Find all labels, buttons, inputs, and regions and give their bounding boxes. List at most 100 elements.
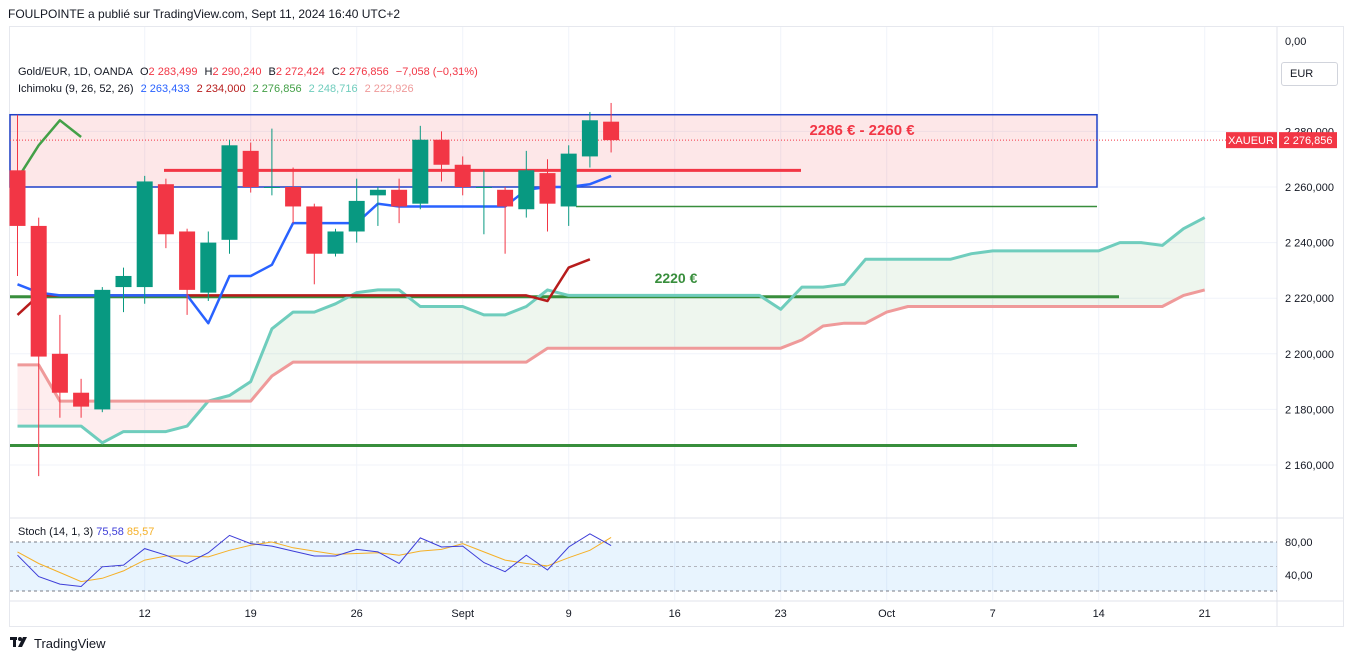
cloud-segment	[865, 259, 887, 324]
high-label: H	[204, 66, 213, 78]
cloud-segment	[568, 295, 590, 349]
cloud-segment	[165, 401, 188, 432]
cloud-segment	[780, 287, 802, 349]
cloud-segment	[420, 306, 442, 363]
candle-body	[518, 170, 535, 210]
cloud-segment	[271, 312, 294, 377]
cloud-segment	[1035, 250, 1057, 307]
cloud-segment	[992, 250, 1014, 307]
low-label: B	[268, 66, 276, 78]
cloud-segment	[1013, 250, 1036, 307]
price-tick-label: 2 260,000	[1285, 182, 1334, 194]
candle-body	[157, 184, 174, 235]
price-tick-label: 2 240,000	[1285, 238, 1334, 250]
time-tick-label: 9	[566, 608, 572, 620]
close-label: C	[331, 66, 340, 78]
close-value: 2 276,856	[339, 66, 389, 78]
tradingview-brand: TradingView	[34, 636, 106, 651]
candle-body	[454, 164, 471, 187]
cloud-segment	[611, 295, 633, 349]
time-tick-label: 26	[351, 608, 363, 620]
cloud-segment	[801, 287, 824, 340]
cloud-segment	[335, 292, 357, 363]
candle-body	[115, 275, 132, 288]
open-label: O	[139, 66, 149, 78]
cloud-segment	[738, 295, 760, 349]
level-annotation: 2220 €	[655, 270, 698, 286]
cloud-segment	[483, 314, 506, 363]
low-value: 2 272,424	[275, 66, 325, 78]
time-tick-label: Oct	[878, 608, 895, 620]
open-value: 2 283,499	[148, 66, 198, 78]
cloud-segment	[717, 295, 739, 349]
cloud-segment	[314, 303, 336, 363]
price-top-label: 0,00	[1285, 36, 1306, 48]
cloud-segment	[950, 253, 972, 307]
last-price-tag-box	[1279, 132, 1337, 149]
candle-body	[221, 145, 238, 240]
cloud-segment	[759, 295, 781, 349]
candle-body	[263, 187, 280, 188]
symbol-name: Gold/EUR, 1D, OANDA	[18, 66, 133, 78]
ichimoku-lagging-value: 2 276,856	[252, 83, 302, 95]
symbol-tag-box	[1226, 132, 1277, 149]
candle-body	[369, 189, 386, 196]
ichimoku-legend: Ichimoku (9, 26, 52, 26) 2 263,433 2 234…	[18, 83, 418, 95]
candle-body	[200, 242, 217, 293]
ichimoku-name: Ichimoku (9, 26, 52, 26)	[18, 83, 134, 95]
time-tick-label: 12	[139, 608, 151, 620]
candle-body	[306, 206, 323, 254]
cloud-segment	[38, 364, 60, 427]
cloud-segment	[695, 295, 718, 349]
lagging-span	[16, 119, 82, 180]
annotations: 2286 € - 2260 € 2220 €	[655, 122, 916, 286]
cloud-segment	[674, 295, 696, 349]
candle-body	[285, 187, 302, 207]
currency-button[interactable]: EUR	[1281, 62, 1338, 86]
time-tick-label: 16	[669, 608, 681, 620]
cloud-segment	[377, 289, 400, 363]
candle-body	[51, 353, 68, 393]
cloud-segment	[844, 259, 866, 324]
candle-body	[603, 121, 620, 141]
cloud-segment	[356, 289, 378, 363]
time-tick-label: 14	[1093, 608, 1105, 620]
cloud-segment	[907, 259, 930, 307]
candle-body	[433, 139, 450, 165]
time-tick-label: 21	[1199, 608, 1211, 620]
candle-body	[475, 187, 492, 188]
candle-body	[242, 150, 259, 187]
cloud-segment	[250, 328, 272, 402]
time-tick-label: 23	[775, 608, 787, 620]
stoch-tick-label: 80,00	[1285, 537, 1313, 549]
candle-body	[497, 189, 514, 207]
publication-header: FOULPOINTE a publié sur TradingView.com,…	[8, 7, 401, 21]
cloud-segment	[123, 401, 145, 432]
candle-body	[539, 173, 556, 204]
cloud-segment	[505, 306, 527, 363]
ichimoku-conversion-value: 2 263,433	[140, 83, 190, 95]
ichimoku-span-a-value: 2 248,716	[308, 83, 358, 95]
last-price-tag: 2 276,856	[1284, 135, 1333, 147]
candle-body	[73, 392, 90, 407]
cloud-segment	[81, 401, 103, 443]
cloud-segment	[462, 306, 484, 363]
cloud-segment	[632, 295, 654, 349]
price-tick-label: 2 200,000	[1285, 349, 1334, 361]
stoch-d-value: 85,57	[126, 526, 155, 538]
ichimoku-cloud	[17, 217, 1205, 443]
chart-frame	[9, 26, 1344, 627]
price-tick-label: 2 180,000	[1285, 404, 1334, 416]
ichimoku-span-b-value: 2 222,926	[364, 83, 414, 95]
cloud-segment	[1119, 242, 1142, 307]
time-tick-label: 7	[990, 608, 996, 620]
candle-body	[581, 120, 598, 157]
cloud-segment	[1162, 228, 1184, 307]
candle-body	[327, 231, 344, 254]
high-value: 2 290,240	[212, 66, 262, 78]
cloud-segment	[526, 289, 548, 363]
tradingview-footer[interactable]: TradingView	[10, 636, 106, 651]
cloud-segment	[589, 295, 612, 349]
stoch-d-line	[17, 536, 612, 583]
